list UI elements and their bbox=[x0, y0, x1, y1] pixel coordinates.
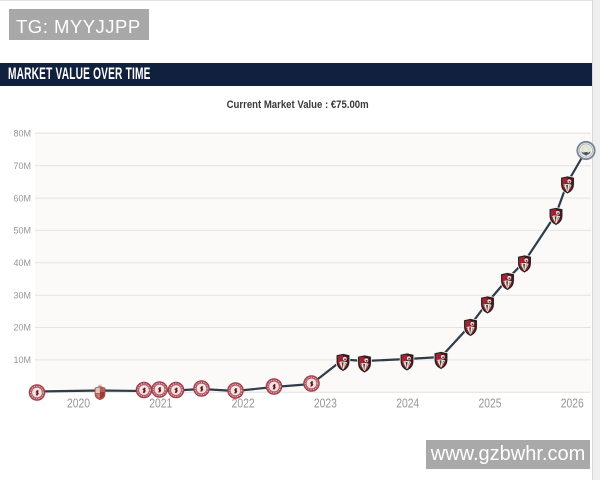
svg-text:50M: 50M bbox=[13, 226, 31, 236]
svg-text:30M: 30M bbox=[13, 290, 31, 300]
svg-text:10M: 10M bbox=[13, 355, 31, 365]
svg-text:2025: 2025 bbox=[479, 397, 502, 411]
svg-text:2021: 2021 bbox=[149, 397, 172, 411]
svg-text:80M: 80M bbox=[13, 129, 31, 139]
svg-text:2026: 2026 bbox=[561, 397, 584, 411]
svg-text:20M: 20M bbox=[13, 323, 31, 333]
svg-text:2024: 2024 bbox=[396, 397, 419, 411]
svg-text:60M: 60M bbox=[13, 193, 31, 203]
svg-text:40M: 40M bbox=[13, 258, 31, 268]
svg-text:2022: 2022 bbox=[232, 397, 255, 411]
svg-text:2020: 2020 bbox=[67, 397, 90, 411]
svg-text:2023: 2023 bbox=[314, 397, 337, 411]
svg-text:70M: 70M bbox=[13, 161, 31, 171]
